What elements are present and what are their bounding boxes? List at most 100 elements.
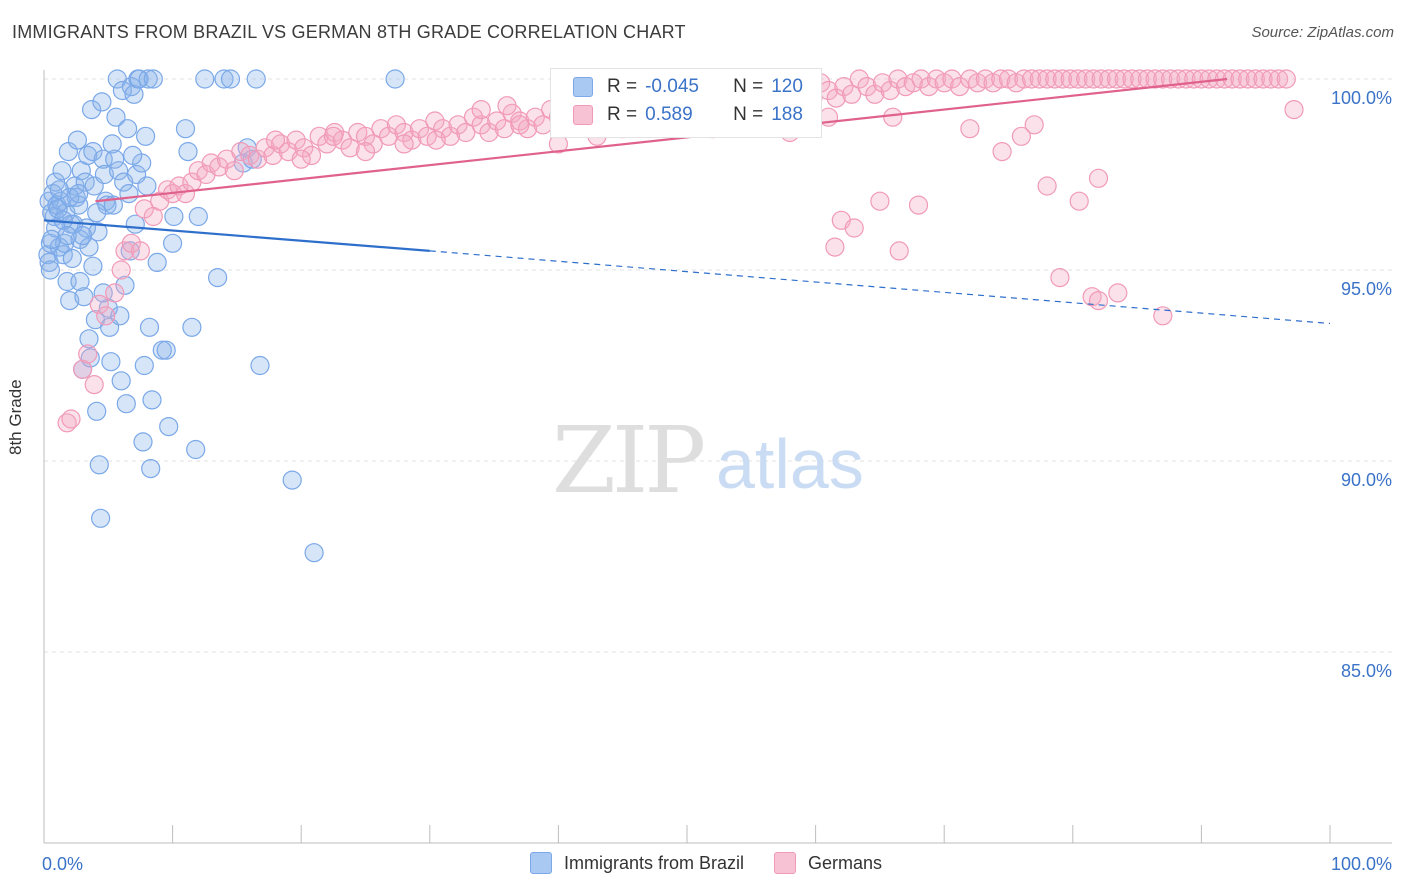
brazil-point (90, 508, 111, 528)
x-tick-label-min: 0.0% (42, 854, 83, 874)
germans-point (271, 134, 291, 154)
germans-point (448, 115, 468, 135)
legend-item-brazil[interactable]: Immigrants from Brazil (530, 852, 744, 874)
germans-point (1230, 69, 1250, 89)
germans-point (1045, 69, 1065, 89)
germans-point (1037, 69, 1057, 89)
legend-label-germans: Germans (808, 852, 883, 873)
brazil-point (159, 417, 179, 437)
brazil-point (246, 69, 266, 89)
brazil-point (115, 275, 135, 295)
brazil-point (182, 317, 202, 337)
brazil-point (88, 222, 108, 242)
brazil-point (57, 226, 77, 246)
germans-point (463, 107, 484, 127)
brazil-point (143, 69, 163, 89)
germans-point (1088, 291, 1109, 311)
brazil-point (70, 271, 90, 292)
brazil-point (156, 340, 176, 360)
germans-point (89, 294, 109, 314)
correlation-legend: R = -0.045 N = 120 R = 0.589 N = 188 (550, 68, 822, 138)
brazil-point (134, 355, 154, 376)
germans-point (888, 69, 908, 89)
brazil-point (186, 439, 206, 460)
germans-point (825, 237, 845, 257)
brazil-point (120, 241, 140, 261)
germans-point (1261, 69, 1281, 89)
brazil-point (89, 455, 109, 475)
brazil-point (79, 237, 99, 257)
germans-point (263, 145, 283, 165)
brazil-point (69, 184, 89, 204)
legend-n-value-brazil: 120 (771, 76, 803, 97)
brazil-point (175, 119, 196, 139)
brazil-point (208, 268, 228, 288)
germans-point (1160, 69, 1181, 89)
germans-point (426, 130, 446, 150)
legend-swatch-germans (774, 852, 797, 874)
brazil-trend-line-extension (429, 250, 1331, 325)
germans-point (1024, 115, 1044, 135)
legend-item-germans[interactable]: Germans (774, 852, 882, 874)
germans-point (1245, 69, 1266, 89)
germans-point (479, 122, 499, 143)
germans-point (209, 157, 229, 177)
germans-point (908, 195, 929, 215)
brazil-point (72, 226, 93, 246)
germans-point (949, 76, 970, 97)
germans-point (889, 241, 909, 261)
germans-point (1191, 69, 1212, 89)
brazil-point (108, 161, 129, 181)
germans-point (870, 191, 890, 211)
chart-title: IMMIGRANTS FROM BRAZIL VS GERMAN 8TH GRA… (12, 22, 686, 42)
germans-point (1268, 69, 1289, 89)
germans-point (340, 138, 360, 158)
germans-point (883, 107, 903, 127)
germans-point (1108, 283, 1128, 303)
germans-point (265, 130, 286, 150)
brazil-point (45, 218, 66, 238)
brazil-point (79, 329, 99, 349)
germans-point (224, 161, 244, 181)
germans-point (880, 80, 900, 101)
brazil-point (87, 401, 107, 421)
y-tick-label: 95.0% (1341, 279, 1392, 299)
germans-point (394, 134, 414, 154)
germans-point (440, 126, 460, 146)
series-legend: Immigrants from Brazil Germans (530, 852, 912, 874)
brazil-point (133, 432, 153, 452)
germans-point (175, 184, 196, 204)
germans-point (294, 138, 314, 158)
germans-point (991, 69, 1011, 89)
brazil-point (102, 134, 122, 154)
axes (43, 70, 1392, 844)
germans-point (919, 76, 939, 97)
brazil-point (304, 543, 324, 563)
watermark-atlas: atlas (716, 425, 864, 503)
germans-point (1037, 176, 1057, 196)
germans-point (1050, 268, 1070, 288)
germans-point (379, 126, 399, 146)
x-tick-label-max: 100.0% (1331, 854, 1392, 874)
y-tick-label: 90.0% (1341, 470, 1392, 490)
germans-point (471, 99, 491, 120)
germans-point (960, 119, 980, 139)
legend-r-label: R = (607, 104, 638, 125)
brazil-point (62, 248, 82, 269)
germans-point (84, 375, 104, 395)
brazil-point (67, 130, 88, 150)
brazil-point (214, 69, 234, 89)
brazil-point (163, 233, 183, 253)
germans-point (1122, 69, 1142, 89)
brazil-point (147, 252, 167, 272)
series-brazil-points (38, 69, 405, 563)
germans-point (1068, 69, 1088, 89)
germans-point (363, 134, 383, 154)
germans-point (425, 111, 445, 131)
brazil-point (116, 394, 136, 414)
germans-point (115, 241, 135, 261)
brazil-point (48, 199, 68, 219)
germans-point (1011, 126, 1032, 146)
brazil-point (220, 69, 241, 89)
